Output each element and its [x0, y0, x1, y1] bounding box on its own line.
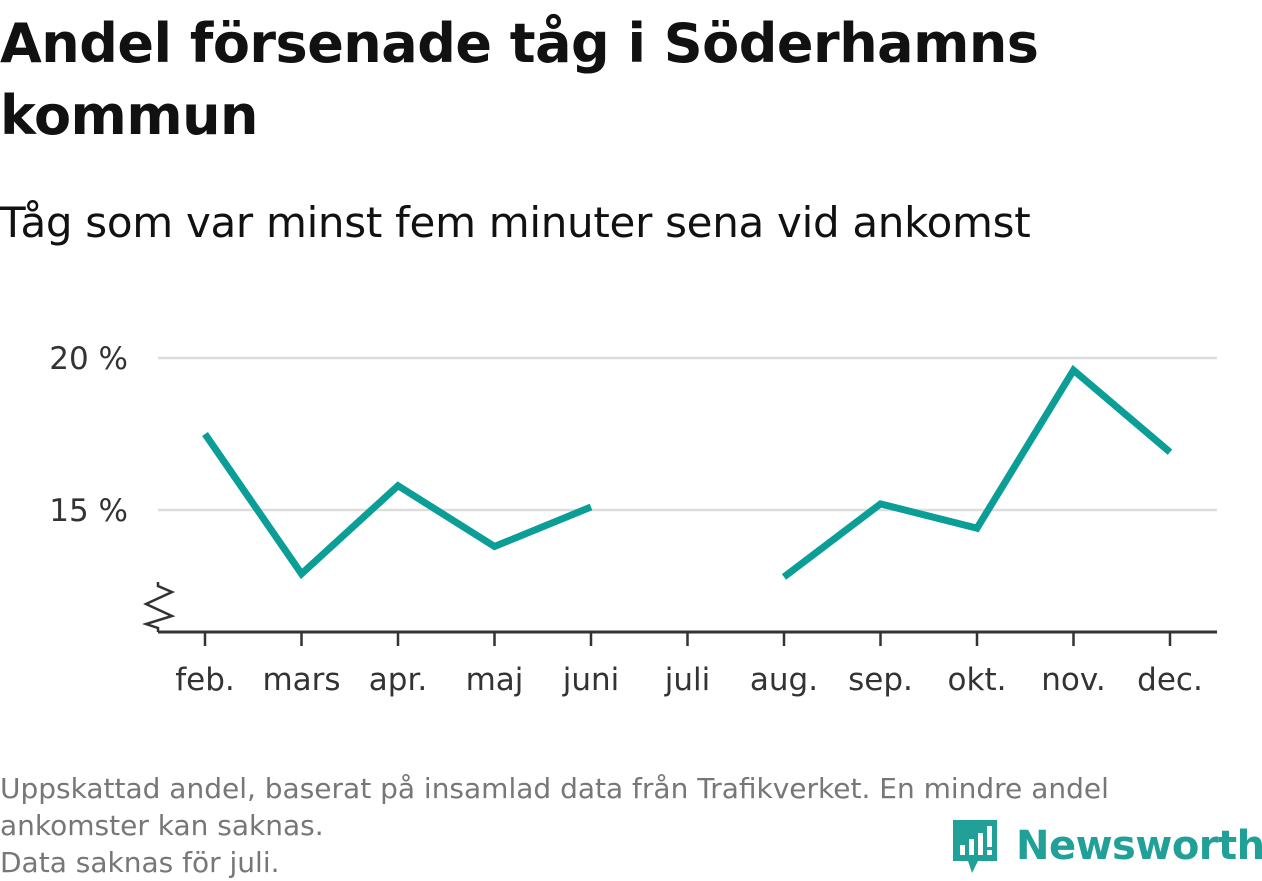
footnote-line-source: Uppskattad andel, baserat på insamlad da… — [0, 772, 1109, 842]
x-tick-label: maj — [466, 662, 524, 698]
x-tick-label: sep. — [848, 662, 913, 698]
x-tick-label: okt. — [948, 662, 1007, 698]
x-tick-label: mars — [262, 662, 340, 698]
x-tick-label: juli — [664, 662, 711, 698]
series-line-segment-1 — [202, 432, 593, 580]
line-chart: 15 % 20 % feb. mars apr. maj juni juli aug. sep. o… — [49, 341, 1217, 698]
x-tick-label: feb. — [175, 662, 235, 698]
y-tick-label: 20 % — [49, 341, 128, 377]
y-tick-label: 15 % — [49, 493, 128, 529]
series-line-segment-2 — [781, 364, 1173, 580]
chart-subtitle: Tåg som var minst fem minuter sena vid a… — [0, 198, 1031, 247]
x-tick-label: dec. — [1137, 662, 1203, 698]
x-tick-label: juni — [562, 662, 620, 698]
x-tick-label: apr. — [369, 662, 427, 698]
x-tick-label: aug. — [750, 662, 818, 698]
brand-name: Newsworthy — [1016, 823, 1262, 869]
footnote-line-missing: Data saknas för juli. — [0, 846, 280, 879]
footnote: Uppskattad andel, baserat på insamlad da… — [0, 770, 1250, 881]
bar-chart-logo-icon — [953, 820, 997, 873]
newsworthy-logo: Newsworthy — [950, 818, 1262, 874]
x-tick-label: nov. — [1041, 662, 1105, 698]
axis-break-icon — [141, 582, 176, 632]
chart-title: Andel försenade tåg i Söderhamns kommun — [0, 12, 1039, 147]
